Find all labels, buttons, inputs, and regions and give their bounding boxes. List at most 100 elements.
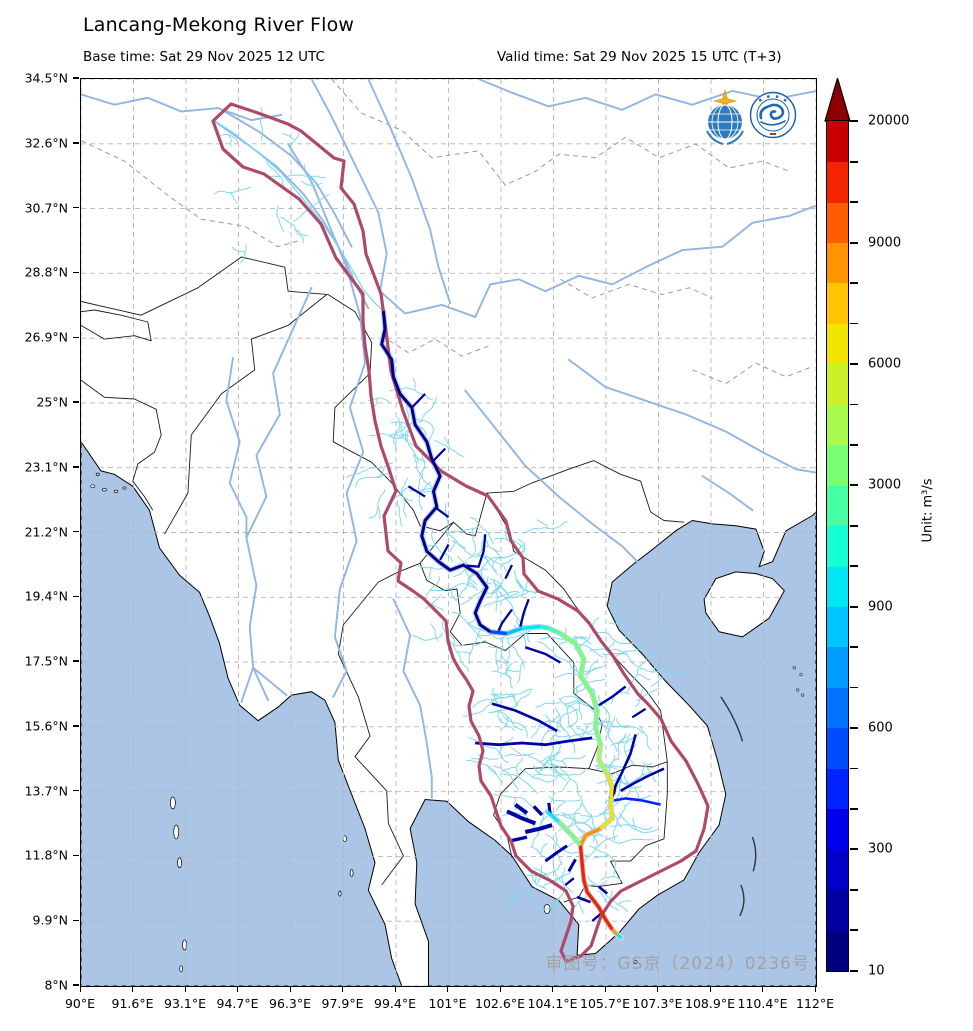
x-tick-mark	[552, 986, 554, 992]
colorbar-segment	[827, 404, 848, 446]
colorbar-tick	[850, 201, 858, 204]
colorbar-segment	[827, 606, 848, 648]
colorbar-tick	[850, 848, 858, 851]
y-tick-mark	[73, 660, 79, 662]
colorbar-tick	[850, 120, 858, 123]
colorbar-segment	[827, 444, 848, 486]
colorbar-tick	[850, 727, 858, 729]
ocean-layer	[81, 440, 816, 986]
y-tick-label: 15.6°N	[24, 718, 68, 734]
x-tick-label: 112°E	[795, 996, 835, 1011]
y-tick-mark	[73, 790, 79, 792]
colorbar-segment	[827, 242, 848, 284]
colorbar-segment	[827, 121, 848, 163]
x-tick-label: 108.9°E	[685, 996, 735, 1011]
colorbar-tick-label: 20000	[868, 113, 910, 129]
colorbar-segment	[827, 808, 848, 850]
y-tick-mark	[73, 271, 79, 274]
x-tick-mark	[499, 986, 501, 992]
colorbar-tick-label: 10	[868, 963, 885, 979]
colorbar-tick	[850, 605, 858, 608]
y-tick-label: 13.7°N	[24, 783, 68, 799]
colorbar-over-arrow	[824, 78, 851, 122]
tributary-layer	[214, 107, 693, 914]
y-tick-mark	[73, 725, 79, 727]
nine-dash-layer	[720, 665, 805, 917]
colorbar-tick	[850, 282, 858, 284]
y-tick-label: 9.9°N	[32, 912, 68, 928]
y-tick-mark	[73, 530, 79, 533]
y-tick-label: 30.7°N	[24, 200, 68, 216]
x-tick-mark	[184, 986, 186, 992]
colorbar-tick-label: 600	[868, 720, 893, 736]
colorbar-tick	[850, 646, 858, 649]
colorbar-segment	[827, 930, 848, 971]
cma-logo	[749, 91, 797, 139]
y-tick-label: 11.8°N	[24, 847, 68, 863]
colorbar-segment	[827, 202, 848, 243]
x-tick-label: 93.1°E	[164, 996, 206, 1011]
unit-text: Unit: m³/s	[920, 478, 936, 543]
colorbar-tick	[850, 686, 858, 689]
x-tick-mark	[237, 986, 239, 992]
y-tick-mark	[73, 401, 79, 403]
colorbar-tick	[850, 969, 858, 972]
x-tick-label: 102.6°E	[475, 996, 525, 1011]
x-tick-mark	[132, 986, 134, 992]
colorbar-tick	[850, 322, 858, 325]
map-approval-watermark: 审图号：GS京（2024）0236号	[545, 954, 810, 974]
base-river-layer	[81, 79, 816, 799]
wmo-logo	[706, 89, 744, 145]
y-tick-mark	[73, 854, 79, 857]
x-tick-label: 94.7°E	[216, 996, 259, 1011]
colorbar-segment	[827, 889, 848, 931]
colorbar-tick	[850, 363, 858, 365]
x-tick-mark	[447, 986, 449, 992]
y-tick-mark	[73, 206, 79, 209]
y-tick-label: 8°N	[44, 977, 68, 993]
x-tick-mark	[814, 986, 816, 992]
x-tick-label: 90°E	[64, 996, 96, 1011]
x-tick-mark	[604, 986, 606, 992]
x-tick-mark	[342, 986, 344, 992]
colorbar-tick-label: 300	[868, 841, 893, 857]
x-tick-mark	[79, 986, 81, 992]
x-tick-label: 101°E	[428, 996, 467, 1011]
x-tick-mark	[709, 986, 711, 992]
y-tick-label: 23.1°N	[24, 459, 68, 475]
colorbar-unit-label: Unit: m³/s	[921, 478, 936, 542]
map-canvas	[81, 79, 816, 986]
colorbar-tick	[850, 241, 858, 244]
x-tick-label: 105.7°E	[580, 996, 630, 1011]
colorbar-tick-label: 3000	[868, 477, 902, 493]
colorbar-segment	[827, 646, 848, 688]
colorbar: 10 300 600 900 3000 6000 9000 20000	[824, 78, 973, 1008]
colorbar-tick-label: 9000	[868, 235, 902, 251]
colorbar-tick-label: 6000	[868, 356, 902, 372]
y-tick-mark	[73, 466, 79, 468]
colorbar-tick-label: 900	[868, 599, 893, 615]
y-tick-label: 17.5°N	[24, 653, 68, 669]
colorbar-tick	[850, 524, 858, 527]
y-tick-label: 28.8°N	[24, 264, 68, 280]
x-tick-mark	[394, 986, 396, 992]
colorbar-segment	[827, 727, 848, 769]
colorbar-tick	[850, 565, 858, 568]
x-tick-mark	[289, 986, 291, 992]
x-tick-label: 99.4°E	[374, 996, 416, 1011]
colorbar-segment	[827, 566, 848, 607]
map-plot-area: 审图号：GS京（2024）0236号	[80, 78, 817, 987]
colorbar-segment	[827, 485, 848, 527]
colorbar-segment	[827, 525, 848, 567]
colorbar-segment	[827, 768, 848, 810]
y-tick-label: 32.6°N	[24, 135, 68, 151]
y-tick-mark	[73, 77, 79, 79]
colorbar-bar	[826, 120, 849, 972]
page-title: Lancang-Mekong River Flow	[83, 14, 355, 36]
dark-tributary-layer	[407, 393, 665, 922]
cma-cloud-icon	[759, 103, 785, 120]
province-border-layer	[81, 79, 813, 385]
colorbar-segment	[827, 323, 848, 365]
y-tick-mark	[73, 919, 79, 921]
